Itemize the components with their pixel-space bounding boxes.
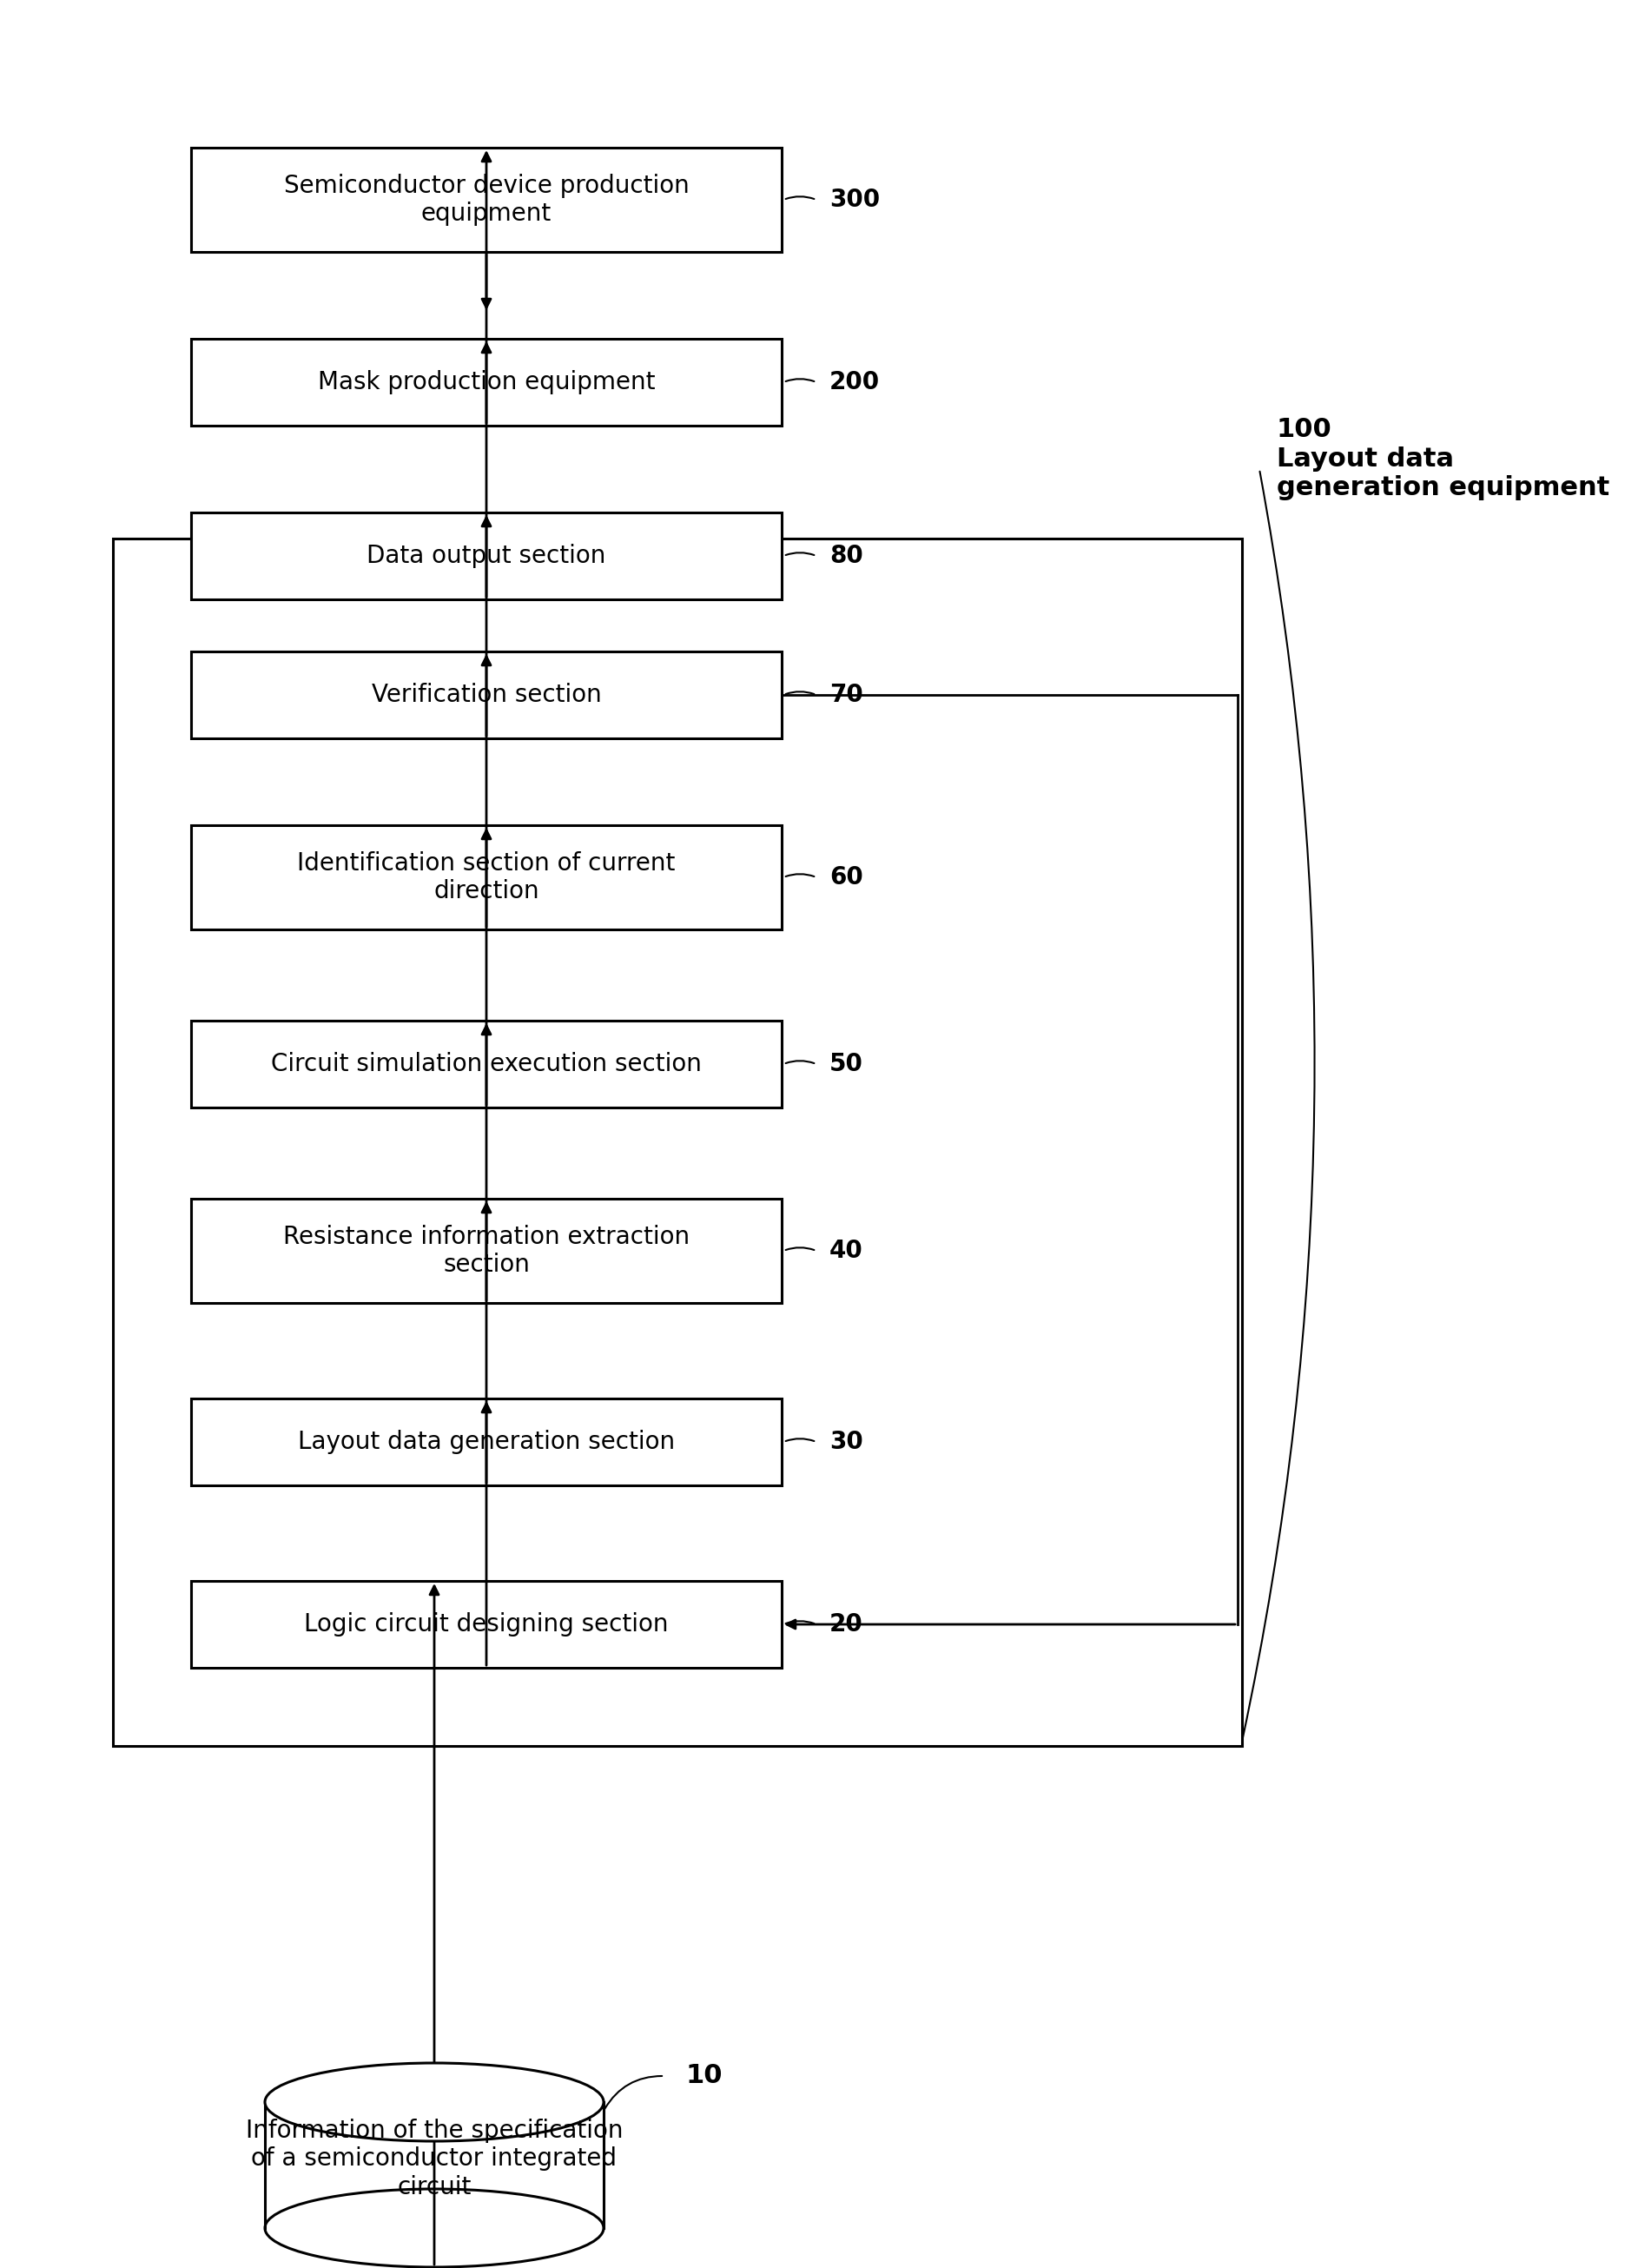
Text: Data output section: Data output section bbox=[367, 544, 606, 567]
Text: Circuit simulation execution section: Circuit simulation execution section bbox=[271, 1052, 702, 1077]
Text: Verification section: Verification section bbox=[372, 683, 601, 708]
Bar bbox=[192, 1581, 782, 1667]
Ellipse shape bbox=[265, 2064, 603, 2141]
Bar bbox=[112, 538, 1242, 1746]
Text: Layout data generation section: Layout data generation section bbox=[297, 1429, 674, 1454]
Text: 20: 20 bbox=[829, 1613, 863, 1637]
Bar bbox=[192, 513, 782, 599]
Bar bbox=[192, 651, 782, 739]
Text: Logic circuit designing section: Logic circuit designing section bbox=[304, 1613, 668, 1637]
Text: 60: 60 bbox=[829, 864, 863, 889]
Text: 30: 30 bbox=[829, 1429, 863, 1454]
Bar bbox=[192, 147, 782, 252]
Bar bbox=[192, 1200, 782, 1302]
Text: 80: 80 bbox=[829, 544, 863, 567]
Text: 200: 200 bbox=[829, 370, 879, 395]
Bar bbox=[192, 1021, 782, 1107]
Text: Information of the specification
of a semiconductor integrated
circuit: Information of the specification of a se… bbox=[245, 2118, 622, 2200]
Text: 10: 10 bbox=[686, 2064, 723, 2089]
Bar bbox=[265, 2102, 603, 2227]
Text: 40: 40 bbox=[829, 1238, 863, 1263]
Text: 50: 50 bbox=[829, 1052, 863, 1077]
Bar bbox=[192, 338, 782, 426]
Text: Identification section of current
direction: Identification section of current direct… bbox=[297, 850, 676, 903]
Text: 100
Layout data
generation equipment: 100 Layout data generation equipment bbox=[1277, 417, 1610, 501]
Bar bbox=[192, 1399, 782, 1486]
Text: 70: 70 bbox=[829, 683, 863, 708]
Text: Mask production equipment: Mask production equipment bbox=[317, 370, 655, 395]
Text: Semiconductor device production
equipment: Semiconductor device production equipmen… bbox=[284, 175, 689, 227]
Text: Resistance information extraction
section: Resistance information extraction sectio… bbox=[283, 1225, 689, 1277]
Bar bbox=[192, 826, 782, 930]
Text: 300: 300 bbox=[829, 188, 879, 211]
